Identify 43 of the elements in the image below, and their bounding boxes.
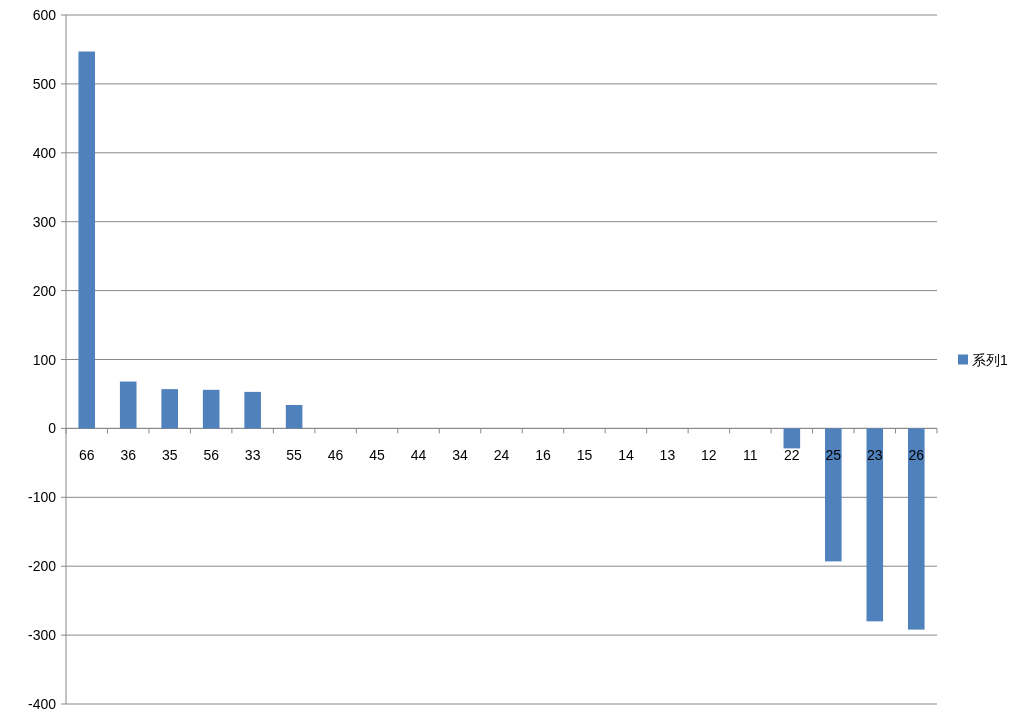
y-tick-label: 100 (32, 351, 57, 368)
x-tick-label: 45 (369, 447, 386, 464)
x-tick-label: 55 (286, 447, 303, 464)
x-tick-label: 23 (867, 447, 883, 464)
bar (285, 404, 303, 429)
y-tick-label: -300 (27, 627, 57, 644)
x-tick-label: 36 (120, 447, 137, 464)
x-tick-label: 15 (576, 447, 593, 464)
bar (825, 428, 842, 562)
x-tick-label: 14 (618, 447, 634, 464)
y-tick-label: -100 (27, 489, 57, 506)
bar (202, 389, 220, 429)
y-tick-label: 300 (32, 213, 57, 230)
x-tick-label: 25 (825, 447, 842, 464)
x-tick-label: 44 (410, 447, 427, 464)
bar (161, 389, 178, 429)
bar (78, 51, 96, 429)
x-tick-label: 34 (452, 447, 469, 464)
x-tick-label: 35 (161, 447, 178, 464)
x-tick-label: 66 (78, 447, 95, 464)
bar (907, 428, 925, 630)
legend-label: 系列1 (972, 351, 1008, 368)
y-tick-label: 400 (32, 144, 57, 161)
y-tick-label: 200 (32, 282, 57, 299)
x-tick-label: 26 (908, 447, 925, 464)
bar (119, 381, 137, 429)
x-tick-label: 46 (327, 447, 344, 464)
x-tick-label: 13 (659, 447, 676, 464)
y-tick-label: 500 (32, 75, 57, 92)
x-tick-label: 11 (743, 447, 758, 464)
x-tick-label: 33 (244, 447, 261, 464)
x-tick-label: 24 (493, 447, 510, 464)
x-tick-label: 22 (784, 447, 800, 464)
x-tick-label: 12 (701, 447, 717, 464)
y-tick-label: 600 (32, 7, 57, 23)
y-tick-label: 0 (48, 420, 57, 437)
y-tick-label: -200 (27, 558, 57, 575)
x-tick-label: 16 (535, 447, 551, 464)
y-tick-label: -400 (27, 696, 57, 712)
x-tick-label: 56 (203, 447, 220, 464)
bar (244, 391, 261, 429)
bar (783, 428, 801, 449)
bar (866, 428, 884, 622)
